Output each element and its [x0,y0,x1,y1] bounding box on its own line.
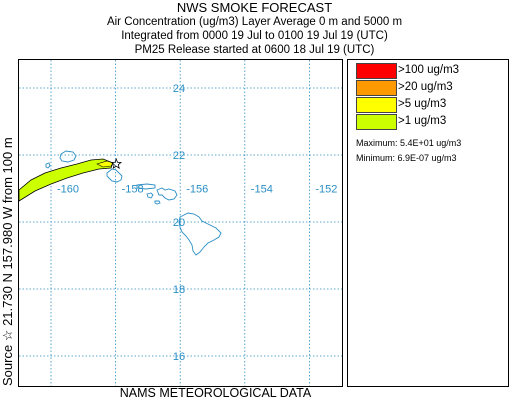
legend-item-5: >5 ug/m3 [356,97,506,113]
lat-tick-label: 20 [173,217,185,229]
minimum-value: Minimum: 6.9E-07 ug/m3 [356,153,457,163]
data-source-label: NAMS METEOROLOGICAL DATA [119,386,312,400]
lon-tick-label: -160 [57,184,79,196]
legend-swatch [356,63,397,79]
hawaiian-islands [45,150,222,256]
legend-item-100: >100 ug/m3 [356,63,506,79]
map-panel[interactable]: -160 -158 -156 -154 -152 24 22 20 18 16 [18,59,343,387]
legend-label: >100 ug/m3 [398,64,460,76]
source-marker [110,157,123,170]
lat-tick-label: 16 [173,351,185,363]
lon-tick-label: -156 [186,184,208,196]
lat-tick-label: 22 [173,150,185,162]
title-block: NWS SMOKE FORECAST Air Concentration (ug… [0,0,509,57]
island-niihau [45,162,51,169]
map-title: NWS SMOKE FORECAST [176,0,333,15]
island-molokai [136,183,156,190]
source-location-label: Source ☆ 21.730 N 157.980 W from 100 m [0,137,15,386]
island-lanai [146,192,154,199]
legend-label: >1 ug/m3 [398,115,447,127]
island-maui [156,187,178,201]
plume-inner [96,160,114,168]
island-oahu [106,168,123,183]
legend-label: >20 ug/m3 [398,81,453,93]
lat-lon-grid [19,60,342,386]
legend-label: >5 ug/m3 [398,98,447,110]
lon-tick-label: -154 [251,184,273,196]
subtitle-release: PM25 Release started at 0600 18 Jul 19 (… [134,44,375,56]
legend-panel: >100 ug/m3 >20 ug/m3 >5 ug/m3 >1 ug/m3 M… [347,59,509,387]
maximum-value: Maximum: 5.4E+01 ug/m3 [356,138,462,148]
island-kahoolawe [154,200,161,205]
lon-tick-label: -158 [122,184,144,196]
lat-tick-label: 24 [173,83,185,95]
subtitle-integration: Integrated from 0000 19 Jul to 0100 19 J… [121,30,388,42]
smoke-plume [19,158,114,202]
map-canvas[interactable]: -160 -158 -156 -154 -152 24 22 20 18 16 [19,60,342,386]
legend-item-1: >1 ug/m3 [356,114,506,130]
legend-item-20: >20 ug/m3 [356,80,506,96]
legend-swatch [356,97,397,113]
legend-swatch [356,114,397,130]
source-star-icon [110,157,123,170]
coordinate-labels: -160 -158 -156 -154 -152 24 22 20 18 16 [57,83,337,363]
lat-tick-label: 18 [173,284,185,296]
lon-tick-label: -152 [315,184,337,196]
subtitle-concentration: Air Concentration (ug/m3) Layer Average … [106,16,403,28]
legend-swatch [356,80,397,96]
island-kauai [59,150,77,163]
plume-outer [19,158,114,202]
island-hawaii [178,212,222,256]
